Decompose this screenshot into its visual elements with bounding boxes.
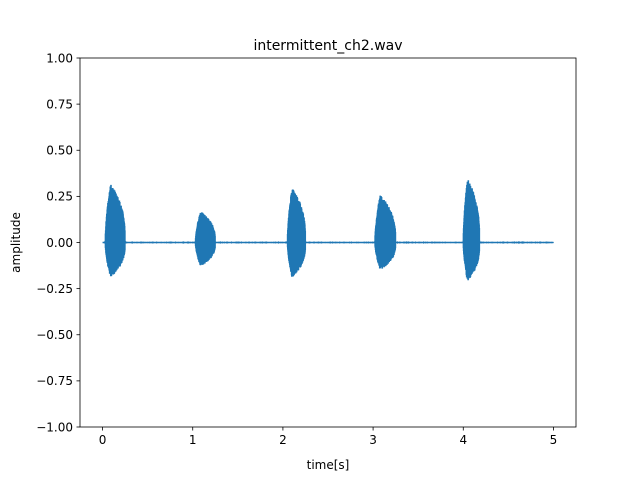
x-axis-label: time[s] <box>307 458 350 472</box>
series-burst-1 <box>104 184 126 277</box>
y-tick-label: 0.50 <box>46 144 73 158</box>
series-burst-4 <box>374 195 397 269</box>
y-axis-label: amplitude <box>9 212 23 273</box>
y-tick-label: 0.75 <box>46 97 73 111</box>
y-tick-label: −0.50 <box>36 328 73 342</box>
y-tick-label: −0.75 <box>36 374 73 388</box>
y-tick-label: 0.00 <box>46 236 73 250</box>
y-tick-label: 1.00 <box>46 51 73 65</box>
x-tick-label: 4 <box>459 433 467 447</box>
series-burst-3 <box>286 189 307 277</box>
plot-area <box>102 180 554 281</box>
series-burst-5 <box>462 180 481 281</box>
x-tick-label: 1 <box>189 433 197 447</box>
x-axis: 0 1 2 3 4 5 <box>99 427 558 447</box>
chart-title: intermittent_ch2.wav <box>253 38 402 54</box>
series-burst-2 <box>194 212 217 266</box>
x-tick-label: 0 <box>99 433 107 447</box>
y-tick-label: 0.25 <box>46 190 73 204</box>
y-axis: −1.00 −0.75 −0.50 −0.25 0.00 0.25 0.50 0.75 1.00 <box>36 51 80 434</box>
x-tick-label: 5 <box>550 433 558 447</box>
x-tick-label: 2 <box>279 433 287 447</box>
y-tick-label: −0.25 <box>36 282 73 296</box>
x-tick-label: 3 <box>369 433 377 447</box>
y-tick-label: −1.00 <box>36 420 73 434</box>
